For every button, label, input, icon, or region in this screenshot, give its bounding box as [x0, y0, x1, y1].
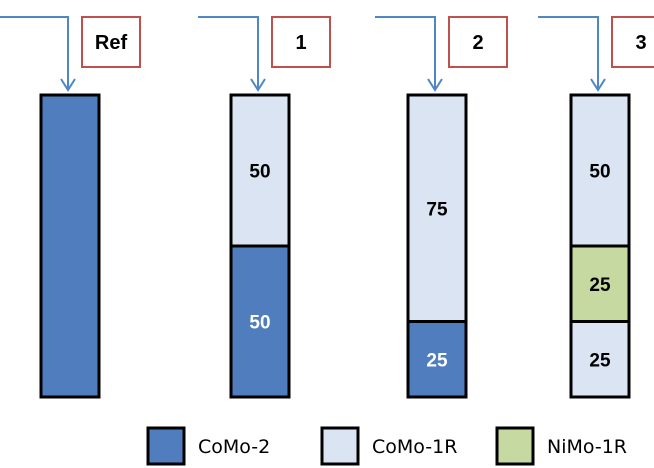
- segment-como-2: 25: [406, 320, 468, 399]
- segment-percent-label: 50: [589, 162, 610, 183]
- legend-label: NiMo-1R: [547, 436, 627, 458]
- segment-percent-label: 25: [589, 275, 611, 296]
- column-label-box: 2: [448, 16, 508, 68]
- legend-item-como-1r: CoMo-1R: [320, 426, 457, 466]
- segment-percent-label: 50: [249, 162, 270, 183]
- feed-arrow-icon: [198, 16, 266, 92]
- segment-como-1r: 50: [229, 93, 291, 248]
- column-2: 2 75 25: [375, 16, 508, 399]
- column-label: 1: [295, 32, 306, 54]
- feed-arrow-icon: [0, 16, 76, 92]
- legend-item-como-2: CoMo-2: [146, 426, 270, 466]
- segment-como-1r: 50: [569, 93, 631, 248]
- legend: CoMo-2 CoMo-1R NiMo-1R: [146, 426, 627, 466]
- columns-layer: Ref 1 50 50 2 75 25 3 50 25 25: [0, 16, 654, 399]
- legend-swatch: [495, 426, 535, 466]
- legend-swatch: [320, 426, 360, 466]
- column-label-box: 1: [271, 16, 331, 68]
- segment-percent-label: 75: [426, 199, 448, 220]
- segment-como-1r: 75: [406, 93, 468, 323]
- segment-percent-label: 25: [589, 350, 611, 371]
- segment-como-2: [39, 93, 101, 399]
- column-label: 3: [635, 32, 646, 54]
- column-3: 3 50 25 25: [538, 16, 654, 399]
- segment-nimo-1r: 25: [569, 244, 631, 323]
- legend-label: CoMo-1R: [372, 436, 457, 458]
- segment-como-1r: 25: [569, 320, 631, 399]
- column-label: Ref: [95, 32, 128, 54]
- segment-como-2: 50: [229, 244, 291, 399]
- column-1: 1 50 50: [198, 16, 331, 399]
- segment-percent-label: 25: [426, 350, 448, 371]
- column-label-box: 3: [611, 16, 654, 68]
- feed-arrow-icon: [375, 16, 443, 92]
- segment-percent-label: 50: [249, 313, 270, 334]
- feed-arrow-icon: [538, 16, 606, 92]
- column-label-box: Ref: [81, 16, 141, 68]
- legend-item-nimo-1r: NiMo-1R: [495, 426, 627, 466]
- legend-label: CoMo-2: [198, 436, 270, 458]
- column-ref: Ref: [0, 16, 141, 399]
- legend-swatch: [146, 426, 186, 466]
- column-label: 2: [472, 32, 483, 54]
